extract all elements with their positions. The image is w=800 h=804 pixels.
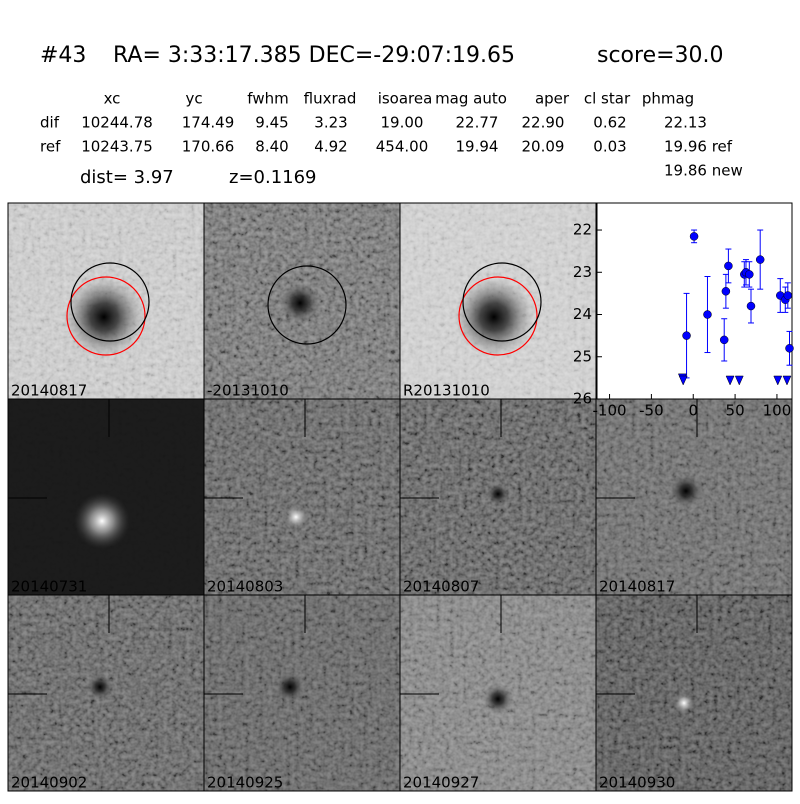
data-point (689, 232, 699, 241)
source-blob (282, 503, 310, 531)
light-curve: -100 -50 0 50 100 22 23 24 25 26 (573, 202, 794, 420)
panel-label: 20140803 (207, 578, 283, 596)
panel-label: 20140817 (11, 382, 87, 400)
table-cell: 19.96 ref (664, 138, 733, 156)
data-point (724, 261, 733, 271)
coordinates: RA= 3:33:17.385 DEC=-29:07:19.65 (113, 43, 515, 68)
panel-grid: 20140817 -20131010 R20131010 20140731 201408… (7, 202, 793, 792)
data-point (745, 270, 754, 279)
data-point (783, 291, 793, 300)
det-circle (267, 265, 347, 345)
panel-label: 20140807 (403, 578, 479, 596)
column-header: fwhm (247, 90, 288, 108)
ref-circle (66, 276, 146, 356)
x-tick-label: -50 (639, 402, 664, 420)
table-cell: 4.92 (314, 138, 347, 156)
column-header: yc (185, 90, 202, 108)
data-point (755, 255, 765, 264)
table-cell: 22.90 (522, 114, 565, 132)
source-blob (672, 691, 696, 715)
y-tick-label: 26 (573, 390, 592, 408)
table-cell: 19.94 (456, 138, 499, 156)
data-point (719, 335, 729, 345)
panel-label: -20131010 (207, 382, 289, 400)
panel-label: 20140930 (599, 774, 675, 792)
column-header: phmag (642, 90, 694, 108)
source-blob (482, 683, 514, 715)
table-cell: 454.00 (376, 138, 429, 156)
column-header: mag auto (435, 90, 507, 108)
panel-label: 20140927 (403, 774, 479, 792)
phmag-new: 19.86 new (664, 162, 743, 180)
panel-label: 20140731 (11, 578, 87, 596)
data-point (703, 310, 712, 319)
image-noise (204, 399, 400, 595)
limit-point (725, 375, 735, 386)
panel-frame (595, 594, 793, 792)
data-point (721, 287, 731, 296)
panel-label: 20140817 (599, 578, 675, 596)
table-cell: 19.00 (381, 114, 424, 132)
y-tick-label: 23 (573, 263, 592, 281)
limit-point (734, 375, 744, 386)
det-circle (462, 262, 542, 342)
column-header: aper (535, 90, 570, 108)
column-header: xc (104, 90, 121, 108)
table-cell: 22.77 (456, 114, 499, 132)
table-cell: 10243.75 (81, 138, 153, 156)
redshift: z=0.1169 (229, 167, 317, 188)
x-tick-label: 0 (688, 402, 698, 420)
column-header: cl star (584, 90, 631, 108)
det-circle (70, 262, 150, 342)
x-tick-label: 50 (726, 402, 745, 420)
source-blob (274, 671, 306, 703)
source-blob (74, 493, 130, 549)
table-cell: 20.09 (522, 138, 565, 156)
candidate-id: #43 (40, 43, 86, 68)
table-cell: ref (40, 138, 61, 156)
table-cell: dif (40, 114, 60, 132)
data-point (785, 344, 794, 353)
y-tick-label: 22 (573, 221, 592, 239)
x-tick-label: 100 (763, 402, 792, 420)
panel-label: R20131010 (403, 382, 490, 400)
table-cell: 0.62 (593, 114, 626, 132)
data-point (746, 301, 756, 311)
table-cell: 22.13 (664, 114, 707, 132)
image-noise (596, 595, 792, 791)
limit-point (773, 375, 783, 386)
source-blob (86, 673, 114, 701)
source-blob (668, 473, 704, 509)
source-blob (454, 277, 534, 357)
table-cell: 3.23 (314, 114, 347, 132)
table-cell: 0.03 (593, 138, 626, 156)
panel-label: 20140902 (11, 774, 87, 792)
source-blob (278, 281, 322, 325)
table-cell: 9.45 (255, 114, 288, 132)
table-cell: 10244.78 (81, 114, 153, 132)
x-tick-label: -100 (593, 402, 627, 420)
source-blob (64, 277, 144, 357)
data-point (682, 331, 691, 340)
y-tick-label: 25 (573, 347, 592, 365)
column-header: fluxrad (304, 90, 357, 108)
table-cell: 174.49 (182, 114, 235, 132)
y-tick-label: 24 (573, 305, 592, 323)
column-header: isoarea (378, 90, 433, 108)
distance: dist= 3.97 (80, 167, 174, 188)
ref-circle (458, 276, 538, 356)
score: score=30.0 (597, 43, 724, 68)
table-cell: 170.66 (182, 138, 235, 156)
limit-point (678, 375, 688, 386)
panel-label: 20140925 (207, 774, 283, 792)
table-cell: 8.40 (255, 138, 288, 156)
source-blob (486, 482, 510, 506)
limit-point (782, 375, 792, 386)
